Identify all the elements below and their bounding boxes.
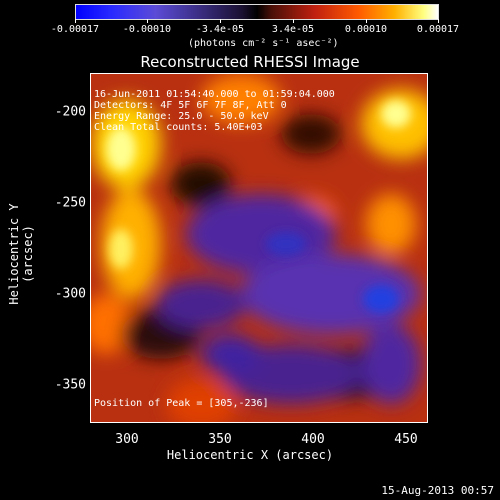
y-tick-label: -350: [54, 377, 86, 393]
colorbar-tick-label: -0.00017: [50, 24, 100, 35]
colorbar-tick-label: 3.4e-05: [271, 24, 315, 35]
y-tick-label: -200: [54, 104, 86, 120]
colorbar-tick-label: 0.00010: [344, 24, 388, 35]
info-peak-position: Position of Peak = [305,-236]: [94, 398, 269, 409]
colorbar-tick-mark: [366, 19, 367, 23]
footer-date: 15-Aug-2013 00:57: [381, 484, 494, 497]
rhessi-image: 16-Jun-2011 01:54:40.000 to 01:59:04.000…: [90, 73, 428, 423]
colorbar-tick-mark: [438, 19, 439, 23]
image-title: Reconstructed RHESSI Image: [140, 53, 360, 71]
colorbar-tick-mark: [220, 19, 221, 23]
x-tick-label: 300: [115, 432, 139, 447]
colorbar-tick-mark: [293, 19, 294, 23]
colorbar-units: (photons cm⁻² s⁻¹ asec⁻²): [188, 38, 339, 49]
y-tick-label: -300: [54, 286, 86, 302]
colorbar-tick-label: -3.4e-05: [195, 24, 245, 35]
y-axis-label: Heliocentric Y (arcsec): [7, 203, 35, 305]
x-tick-label: 450: [394, 432, 418, 447]
info-detectors: Detectors: 4F 5F 6F 7F 8F, Att 0: [94, 100, 287, 111]
colorbar-tick-mark: [75, 19, 76, 23]
info-time-range: 16-Jun-2011 01:54:40.000 to 01:59:04.000: [94, 89, 335, 100]
x-tick-label: 350: [208, 432, 232, 447]
rhessi-image-map: [91, 74, 427, 422]
info-clean-counts: Clean Total counts: 5.40E+03: [94, 122, 263, 133]
y-tick-label: -250: [54, 195, 86, 211]
colorbar-tick-mark: [147, 19, 148, 23]
colorbar-tick-label: -0.00010: [122, 24, 172, 35]
x-tick-label: 400: [301, 432, 325, 447]
info-energy-range: Energy Range: 25.0 - 50.0 keV: [94, 111, 269, 122]
colorbar: [75, 4, 439, 20]
colorbar-tick-label: 0.00017: [416, 24, 460, 35]
x-axis-label: Heliocentric X (arcsec): [166, 448, 334, 462]
